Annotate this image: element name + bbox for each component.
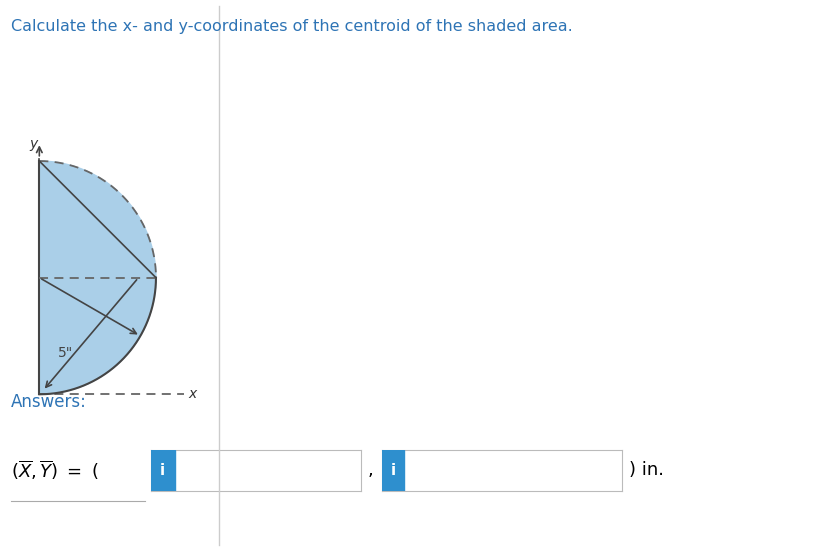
Text: y: y	[30, 136, 38, 151]
Text: i: i	[160, 463, 165, 478]
Text: Calculate the x- and y-coordinates of the centroid of the shaded area.: Calculate the x- and y-coordinates of th…	[11, 19, 572, 34]
Text: $(\overline{X},\overline{Y})\ =\ ($: $(\overline{X},\overline{Y})\ =\ ($	[11, 459, 98, 482]
Text: i: i	[390, 463, 395, 478]
Bar	[382, 450, 404, 491]
Text: ) in.: ) in.	[629, 461, 663, 479]
Text: x: x	[189, 387, 197, 402]
Text: ,: ,	[368, 461, 374, 479]
Text: 5": 5"	[58, 346, 74, 360]
Polygon shape	[40, 161, 156, 394]
Text: Answers:: Answers:	[11, 393, 87, 411]
Bar	[151, 450, 174, 491]
